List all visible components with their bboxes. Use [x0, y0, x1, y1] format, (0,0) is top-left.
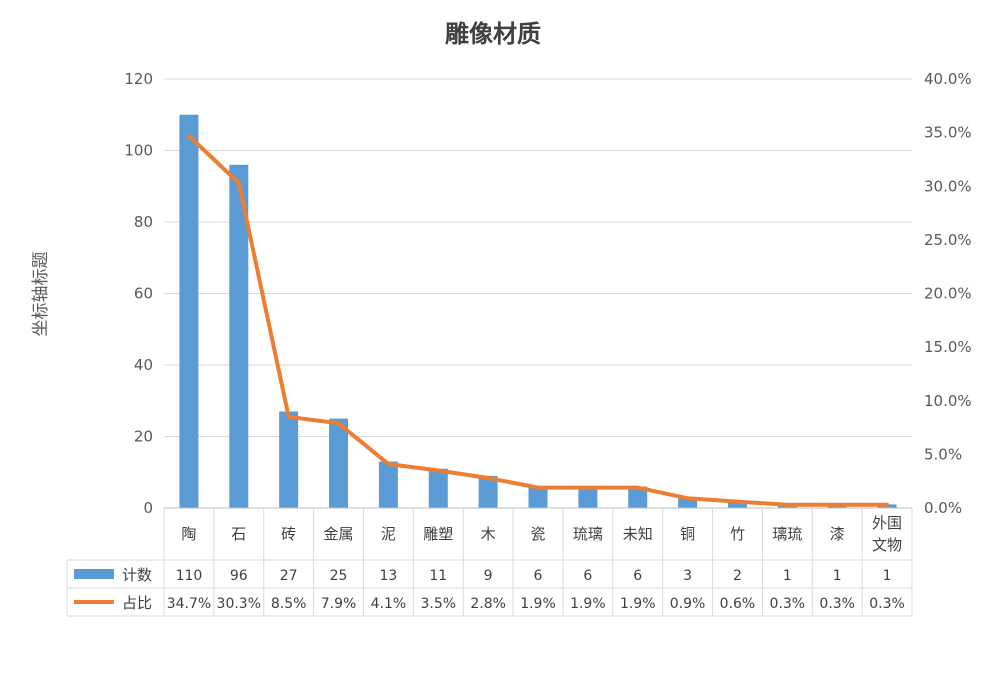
data-label: 4.1% [371, 596, 407, 612]
bar-series [179, 115, 896, 508]
data-label: 25 [330, 568, 348, 584]
data-label: 0.6% [720, 596, 756, 612]
data-label: 2.8% [470, 596, 506, 612]
category-label: 琉璃 [573, 525, 603, 543]
category-label: 砖 [281, 525, 296, 543]
data-label: 6 [633, 568, 642, 584]
category-label: 石 [231, 525, 246, 543]
data-label: 13 [379, 568, 397, 584]
data-label: 1.9% [520, 596, 556, 612]
data-label: 1 [783, 568, 792, 584]
data-label: 27 [280, 568, 298, 584]
bar [329, 419, 348, 508]
left-tick-label: 60 [134, 285, 153, 303]
category-label: 雕塑 [423, 525, 453, 543]
left-tick-label: 0 [143, 499, 153, 517]
category-label: 未知 [623, 525, 653, 543]
data-label: 3 [683, 568, 692, 584]
right-tick-label: 40.0% [924, 70, 972, 88]
category-label: 外国 [872, 514, 902, 532]
right-tick-label: 30.0% [924, 177, 972, 195]
left-axis-ticks: 0 20 40 60 80 100 120 [124, 70, 153, 517]
data-label: 2 [733, 568, 742, 584]
right-tick-label: 5.0% [924, 445, 962, 463]
data-label: 7.9% [321, 596, 357, 612]
data-label: 0.3% [819, 596, 855, 612]
category-label: 陶 [181, 525, 196, 543]
category-label: 木 [481, 525, 496, 543]
data-label: 110 [176, 568, 203, 584]
left-tick-label: 100 [124, 142, 153, 160]
left-tick-label: 120 [124, 70, 153, 88]
right-tick-label: 20.0% [924, 285, 972, 303]
data-label: 1 [833, 568, 842, 584]
bar [179, 115, 198, 508]
data-label: 3.5% [420, 596, 456, 612]
data-label: 6 [534, 568, 543, 584]
category-label: 璃琉 [772, 525, 802, 543]
left-tick-label: 20 [134, 428, 153, 446]
category-label: 金属 [324, 525, 354, 543]
data-label: 0.3% [770, 596, 806, 612]
right-axis-ticks: 0.0% 5.0% 10.0% 15.0% 20.0% 25.0% 30.0% 35.0% 40… [924, 70, 972, 517]
bar [279, 411, 298, 508]
category-label: 漆 [830, 525, 845, 543]
data-label: 11 [429, 568, 447, 584]
left-tick-label: 40 [134, 356, 153, 374]
legend-label: 占比 [122, 594, 152, 612]
right-tick-label: 0.0% [924, 499, 962, 517]
right-tick-label: 25.0% [924, 231, 972, 249]
data-label: 0.3% [869, 596, 905, 612]
chart-title: 雕像材质 [445, 20, 541, 48]
category-label: 泥 [381, 525, 396, 543]
data-label: 1.9% [620, 596, 656, 612]
data-label: 8.5% [271, 596, 307, 612]
category-label: 铜 [680, 525, 695, 543]
bar [529, 487, 548, 508]
left-tick-label: 80 [134, 213, 153, 231]
data-label: 96 [230, 568, 248, 584]
bar [578, 487, 597, 508]
data-label: 0.9% [670, 596, 706, 612]
right-tick-label: 10.0% [924, 392, 972, 410]
y-axis-title: 坐标轴标题 [31, 252, 51, 337]
data-label: 1.9% [570, 596, 606, 612]
right-tick-label: 35.0% [924, 124, 972, 142]
data-label: 6 [583, 568, 592, 584]
category-label: 竹 [730, 525, 745, 543]
bar [379, 462, 398, 508]
gridlines [164, 79, 912, 437]
data-label: 1 [883, 568, 892, 584]
category-label: 文物 [872, 536, 902, 554]
data-label: 34.7% [167, 596, 211, 612]
legend-label: 计数 [122, 566, 152, 584]
data-label: 9 [484, 568, 493, 584]
legend-key-bar [74, 569, 114, 579]
data-label: 30.3% [217, 596, 261, 612]
right-tick-label: 15.0% [924, 338, 972, 356]
category-label: 瓷 [530, 525, 545, 543]
bar [429, 469, 448, 508]
